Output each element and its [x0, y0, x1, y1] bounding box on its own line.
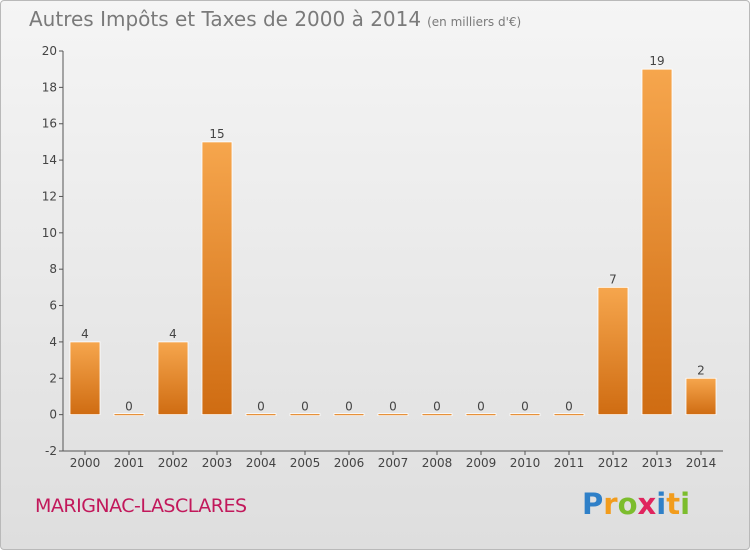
x-tick-label: 2008 [422, 456, 453, 470]
x-tick-label: 2006 [334, 456, 365, 470]
y-tick-label: 8 [49, 262, 57, 276]
y-tick-label: 10 [42, 226, 57, 240]
bar [69, 341, 101, 416]
x-tick-label: 2003 [202, 456, 233, 470]
y-tick-label: 12 [42, 189, 57, 203]
logo-letter: i [656, 487, 667, 521]
x-tick-label: 2009 [466, 456, 497, 470]
logo-letter: t [666, 487, 681, 521]
x-tick-label: 2001 [114, 456, 145, 470]
y-tick-label: 0 [49, 408, 57, 422]
logo-letter: r [603, 487, 618, 521]
logo-letter: o [617, 487, 638, 521]
bar-value-label: 0 [257, 400, 265, 414]
x-tick-label: 2012 [598, 456, 629, 470]
y-tick-label: -2 [45, 444, 57, 458]
bar-value-label: 0 [301, 400, 309, 414]
x-tick-label: 2013 [642, 456, 673, 470]
bar [553, 413, 585, 417]
x-tick-label: 2011 [554, 456, 585, 470]
bar-value-label: 7 [609, 272, 617, 286]
commune-name: MARIGNAC-LASCLARES [35, 495, 247, 517]
bar [289, 413, 321, 417]
bar-value-label: 15 [209, 127, 224, 141]
bar-value-label: 4 [169, 327, 177, 341]
x-tick-label: 2014 [686, 456, 717, 470]
bar [685, 377, 717, 416]
bar-value-label: 0 [345, 400, 353, 414]
x-tick-label: 2007 [378, 456, 409, 470]
proxiti-logo: Proxiti [582, 487, 690, 521]
y-tick-label: 2 [49, 371, 57, 385]
chart-title: Autres Impôts et Taxes de 2000 à 2014 (en… [29, 7, 521, 31]
bar [245, 413, 277, 417]
y-tick-label: 16 [42, 117, 57, 131]
bar [157, 341, 189, 416]
x-tick-label: 2004 [246, 456, 277, 470]
y-tick-label: 6 [49, 299, 57, 313]
bar [113, 413, 145, 417]
bar [509, 413, 541, 417]
bar-value-label: 0 [125, 400, 133, 414]
bar [641, 68, 673, 416]
bar-value-label: 2 [697, 363, 705, 377]
x-tick-label: 2002 [158, 456, 189, 470]
x-tick-label: 2000 [70, 456, 101, 470]
chart-title-text: Autres Impôts et Taxes de 2000 à 2014 [29, 7, 422, 31]
bar-value-label: 4 [81, 327, 89, 341]
x-tick-label: 2010 [510, 456, 541, 470]
bar-value-label: 0 [521, 400, 529, 414]
bar-value-label: 0 [433, 400, 441, 414]
bar-value-label: 19 [649, 54, 664, 68]
logo-letter: P [582, 487, 604, 521]
bar [465, 413, 497, 417]
bar-value-label: 0 [565, 400, 573, 414]
bar [597, 286, 629, 416]
logo-letter: i [680, 487, 691, 521]
logo-letter: x [637, 487, 657, 521]
x-tick-label: 2005 [290, 456, 321, 470]
y-tick-label: 20 [42, 44, 57, 58]
unit-note: (en milliers d'€) [427, 15, 522, 29]
bar [333, 413, 365, 417]
bar-value-label: 0 [477, 400, 485, 414]
bar-value-label: 0 [389, 400, 397, 414]
y-tick-label: 14 [42, 153, 57, 167]
y-tick-label: 4 [49, 335, 57, 349]
bar [421, 413, 453, 417]
bar [377, 413, 409, 417]
bar [201, 141, 233, 416]
y-tick-label: 18 [42, 80, 57, 94]
